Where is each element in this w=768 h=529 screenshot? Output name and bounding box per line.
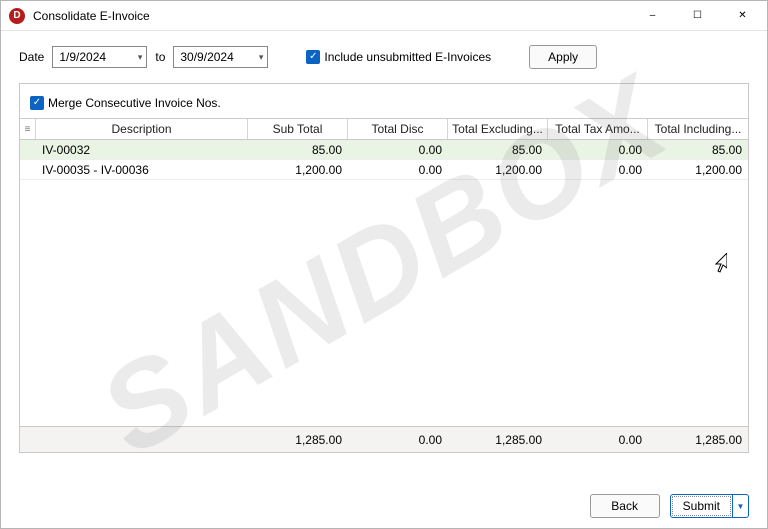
- results-panel: ✓ Merge Consecutive Invoice Nos. ≡ Descr…: [19, 83, 749, 453]
- filter-row: Date 1/9/2024 ▾ to 30/9/2024 ▾ ✓ Include…: [19, 45, 749, 69]
- cell-totalincl: 1,200.00: [648, 163, 748, 177]
- submit-button[interactable]: Submit: [670, 494, 733, 518]
- table-row[interactable]: IV-00035 - IV-00036 1,200.00 0.00 1,200.…: [20, 160, 748, 180]
- cell-description: IV-00035 - IV-00036: [36, 163, 248, 177]
- row-selector-gutter[interactable]: ≡: [20, 119, 36, 139]
- chevron-down-icon: ▾: [259, 52, 264, 63]
- table-body: IV-00032 85.00 0.00 85.00 0.00 85.00 IV-…: [20, 140, 748, 426]
- cell-totaldisc: 0.00: [348, 163, 448, 177]
- chevron-down-icon: ▾: [138, 52, 143, 63]
- footer-totalincl: 1,285.00: [648, 433, 748, 447]
- col-subtotal[interactable]: Sub Total: [248, 119, 348, 139]
- table-row[interactable]: IV-00032 85.00 0.00 85.00 0.00 85.00: [20, 140, 748, 160]
- include-unsubmitted-label: Include unsubmitted E-Invoices: [324, 50, 491, 64]
- col-totaltax[interactable]: Total Tax Amo...: [548, 119, 648, 139]
- maximize-button[interactable]: ☐: [675, 2, 720, 30]
- cell-subtotal: 1,200.00: [248, 163, 348, 177]
- close-button[interactable]: ✕: [720, 2, 765, 30]
- table-header: ≡ Description Sub Total Total Disc Total…: [20, 118, 748, 140]
- cell-totalexcl: 85.00: [448, 143, 548, 157]
- date-from-combo[interactable]: 1/9/2024 ▾: [52, 46, 147, 68]
- footer-subtotal: 1,285.00: [248, 433, 348, 447]
- col-totalexcl[interactable]: Total Excluding...: [448, 119, 548, 139]
- submit-dropdown-arrow[interactable]: ▼: [733, 494, 749, 518]
- merge-consecutive-label: Merge Consecutive Invoice Nos.: [48, 96, 221, 110]
- cell-totalincl: 85.00: [648, 143, 748, 157]
- col-totalincl[interactable]: Total Including...: [648, 119, 748, 139]
- footer-totalexcl: 1,285.00: [448, 433, 548, 447]
- cell-totaltax: 0.00: [548, 143, 648, 157]
- to-label: to: [155, 50, 165, 64]
- footer-totaldisc: 0.00: [348, 433, 448, 447]
- app-icon: D: [9, 8, 25, 24]
- cell-subtotal: 85.00: [248, 143, 348, 157]
- cell-totalexcl: 1,200.00: [448, 163, 548, 177]
- table-footer: 1,285.00 0.00 1,285.00 0.00 1,285.00: [20, 426, 748, 452]
- col-description[interactable]: Description: [36, 119, 248, 139]
- date-label: Date: [19, 50, 44, 64]
- cell-totaldisc: 0.00: [348, 143, 448, 157]
- apply-button[interactable]: Apply: [529, 45, 597, 69]
- col-totaldisc[interactable]: Total Disc: [348, 119, 448, 139]
- date-to-combo[interactable]: 30/9/2024 ▾: [173, 46, 268, 68]
- window-title: Consolidate E-Invoice: [33, 9, 630, 23]
- title-bar: D Consolidate E-Invoice – ☐ ✕: [1, 1, 767, 31]
- checkmark-icon: ✓: [30, 96, 44, 110]
- bottom-action-bar: Back Submit ▼: [590, 494, 749, 518]
- cell-totaltax: 0.00: [548, 163, 648, 177]
- minimize-button[interactable]: –: [630, 2, 675, 30]
- cell-description: IV-00032: [36, 143, 248, 157]
- date-to-value: 30/9/2024: [180, 50, 233, 64]
- back-button[interactable]: Back: [590, 494, 660, 518]
- submit-split-button[interactable]: Submit ▼: [670, 494, 749, 518]
- footer-totaltax: 0.00: [548, 433, 648, 447]
- include-unsubmitted-checkbox[interactable]: ✓ Include unsubmitted E-Invoices: [306, 50, 491, 64]
- checkmark-icon: ✓: [306, 50, 320, 64]
- date-from-value: 1/9/2024: [59, 50, 106, 64]
- merge-consecutive-checkbox[interactable]: ✓ Merge Consecutive Invoice Nos.: [30, 96, 221, 110]
